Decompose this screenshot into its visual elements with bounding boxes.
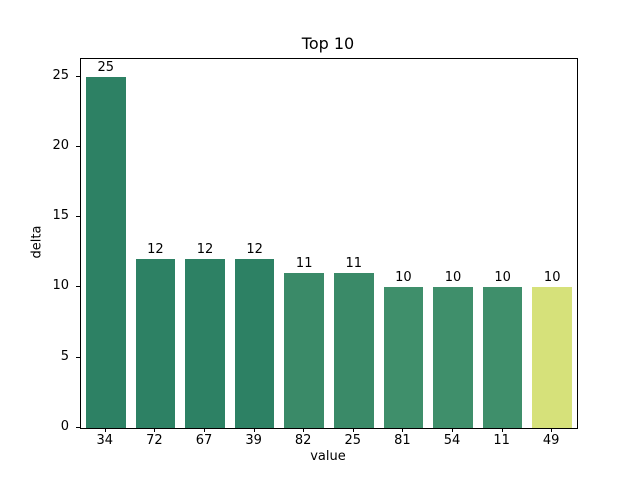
y-tick-mark bbox=[76, 145, 80, 147]
y-tick-label: 15 bbox=[52, 208, 69, 224]
y-tick-label: 10 bbox=[52, 278, 69, 294]
bar-72 bbox=[135, 259, 176, 428]
bar-value-label: 12 bbox=[196, 242, 214, 258]
x-tick-mark bbox=[204, 428, 205, 432]
x-tick-mark bbox=[303, 428, 305, 432]
x-tick-mark bbox=[352, 428, 354, 432]
bar-81 bbox=[383, 287, 424, 428]
x-tick-mark bbox=[253, 428, 255, 432]
y-tick-label: 0 bbox=[60, 419, 69, 434]
bar-11 bbox=[482, 287, 523, 428]
x-tick-mark bbox=[501, 428, 503, 432]
y-tick-mark bbox=[76, 75, 80, 77]
x-tick-label: 39 bbox=[245, 433, 262, 448]
x-tick-mark bbox=[402, 428, 404, 432]
x-tick-label: 49 bbox=[542, 433, 560, 448]
bar-value-label: 12 bbox=[147, 242, 164, 258]
x-tick-mark bbox=[452, 428, 453, 432]
x-tick-mark bbox=[104, 428, 106, 432]
bar-82 bbox=[284, 273, 325, 428]
x-tick-label: 72 bbox=[146, 433, 163, 448]
bar-value-label: 11 bbox=[295, 256, 313, 272]
x-tick-label: 81 bbox=[394, 433, 411, 448]
x-tick-mark bbox=[154, 428, 156, 432]
bar-25 bbox=[333, 273, 374, 428]
y-tick-mark bbox=[76, 216, 80, 218]
y-tick-mark bbox=[76, 286, 80, 288]
x-tick-label: 82 bbox=[294, 433, 312, 448]
bar-34 bbox=[85, 76, 126, 428]
y-tick-mark bbox=[76, 427, 80, 428]
bar-39 bbox=[234, 259, 275, 428]
bar-67 bbox=[185, 259, 225, 428]
chart-title: Top 10 bbox=[301, 34, 355, 53]
bar-value-label: 25 bbox=[97, 59, 115, 75]
y-tick-label: 5 bbox=[60, 348, 69, 364]
x-tick-label: 11 bbox=[493, 433, 510, 448]
bar-49 bbox=[532, 287, 573, 428]
x-tick-label: 34 bbox=[96, 433, 114, 448]
x-tick-label: 25 bbox=[344, 433, 362, 448]
y-axis-label: delta bbox=[29, 225, 45, 259]
x-axis-label: value bbox=[310, 449, 346, 464]
plot-area: 25 12 12 12 11 11 10 10 10 10 bbox=[80, 58, 578, 429]
x-tick-mark bbox=[551, 428, 553, 432]
bar-value-label: 10 bbox=[395, 270, 412, 286]
bar-54 bbox=[433, 287, 473, 428]
x-tick-label: 67 bbox=[195, 433, 213, 448]
y-tick-mark bbox=[76, 356, 80, 358]
y-tick-label: 20 bbox=[52, 137, 69, 153]
bar-value-label: 10 bbox=[543, 270, 561, 286]
bar-value-label: 11 bbox=[345, 256, 363, 272]
y-tick-label: 25 bbox=[52, 67, 69, 83]
bar-value-label: 12 bbox=[246, 242, 263, 258]
bar-value-label: 10 bbox=[444, 270, 462, 286]
x-tick-label: 54 bbox=[443, 433, 461, 448]
bar-value-label: 10 bbox=[494, 270, 511, 286]
